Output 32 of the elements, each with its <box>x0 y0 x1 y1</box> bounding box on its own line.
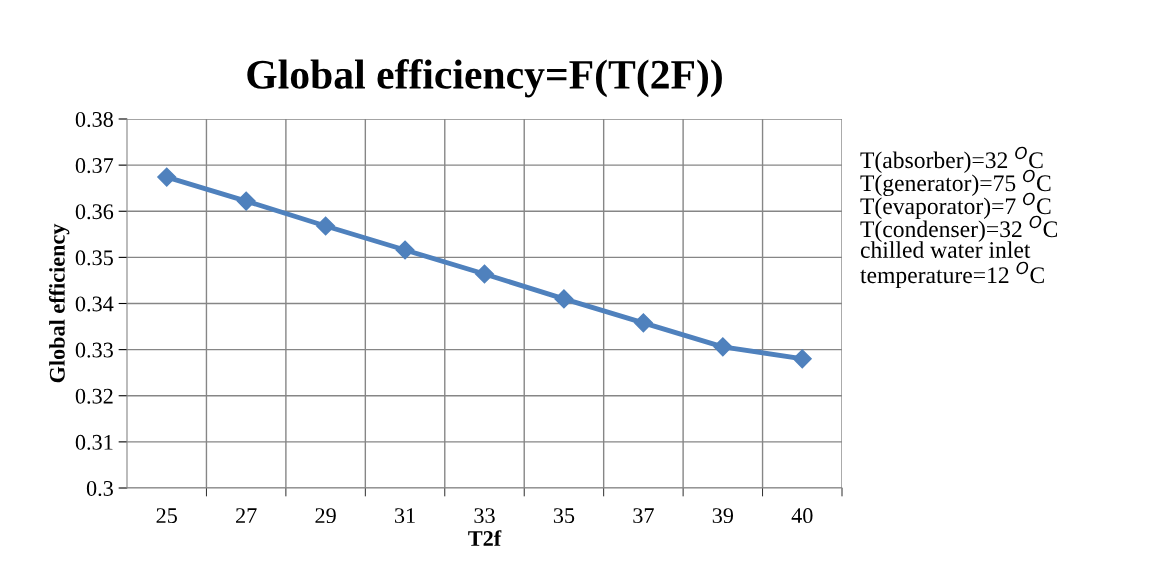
x-tick-label: 40 <box>791 508 813 524</box>
y-axis-title: Global efficiency <box>48 223 70 383</box>
x-tick-label: 35 <box>553 508 575 524</box>
y-tick-label: 0.37 <box>75 158 114 174</box>
x-axis-title: T2f <box>468 530 502 546</box>
text: temperature=12 $^{O}$C <box>860 261 1044 288</box>
text: chilled water inlet <box>860 241 1031 258</box>
x-tick-label: 33 <box>474 508 495 524</box>
y-tick-label: 0.36 <box>75 204 114 220</box>
chart-title: Global efficiency=F(T(2F)) <box>247 59 722 98</box>
x-tick-label: 27 <box>236 508 257 523</box>
point <box>792 349 812 369</box>
y-tick-label: 0.31 <box>75 434 113 450</box>
y-tick-label: 0.38 <box>75 111 113 128</box>
point <box>236 191 256 211</box>
point <box>474 264 495 284</box>
y-tick-label: 0.3 <box>86 480 113 497</box>
y-tick-label: 0.35 <box>75 250 113 266</box>
x-tick-label: 39 <box>712 508 734 524</box>
point <box>316 216 336 236</box>
point <box>633 313 653 333</box>
x-tick-label: 37 <box>633 508 654 524</box>
y-tick-label: 0.32 <box>75 388 113 404</box>
point <box>554 289 574 309</box>
point <box>713 337 733 357</box>
x-tick-label: 29 <box>315 508 336 524</box>
x-tick-label: 31 <box>395 508 415 524</box>
point <box>157 167 177 187</box>
point <box>395 240 415 260</box>
y-tick-label: 0.33 <box>75 342 113 358</box>
x-tick-label: 25 <box>156 508 177 524</box>
y-tick-label: 0.34 <box>75 296 114 312</box>
